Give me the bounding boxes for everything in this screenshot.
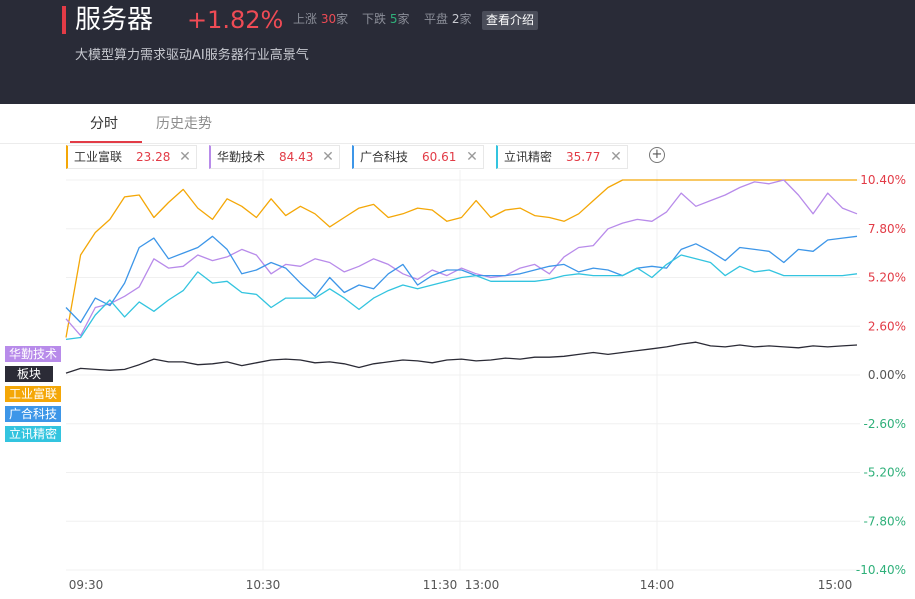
legend-sector: 板块: [5, 366, 54, 382]
y-tick-label: 7.80%: [868, 222, 906, 236]
plus-circle-icon[interactable]: +: [649, 147, 665, 163]
stock-chip-guanghe[interactable]: 广合科技 60.61 ✕: [352, 145, 484, 169]
legend-guanghe: 广合科技: [5, 406, 62, 422]
active-tab-underline: [70, 141, 142, 143]
sector-subtitle: 大模型算力需求驱动AI服务器行业高景气: [75, 48, 309, 63]
title-accent-bar: [62, 6, 66, 34]
y-tick-label: -7.80%: [864, 514, 906, 528]
x-tick-label: 11:30: [423, 578, 458, 592]
stock-chip-name: 立讯精密: [504, 150, 553, 164]
stock-chip-value: 60.61: [422, 150, 457, 164]
x-tick-label: 15:00: [818, 578, 853, 592]
view-intro-button[interactable]: 查看介绍: [482, 11, 538, 30]
series-line: [65, 254, 858, 341]
stock-chip-lixun[interactable]: 立讯精密 35.77 ✕: [496, 145, 628, 169]
y-tick-label: 2.60%: [868, 319, 906, 333]
series-line: [65, 341, 858, 374]
x-tick-label: 13:00: [465, 578, 500, 592]
stock-chip-name: 工业富联: [74, 150, 123, 164]
close-icon[interactable]: ✕: [179, 149, 191, 165]
y-tick-label: 0.00%: [868, 368, 906, 382]
x-tick-label: 14:00: [640, 578, 675, 592]
legend-huaqin: 华勤技术: [5, 346, 62, 362]
y-tick-label: -5.20%: [864, 466, 906, 480]
sector-title: 服务器: [75, 5, 154, 35]
stock-chip-gongye[interactable]: 工业富联 23.28 ✕: [66, 145, 197, 169]
sector-change: +1.82%: [187, 6, 284, 34]
tab-divider: [0, 143, 915, 144]
x-tick-label: 09:30: [69, 578, 104, 592]
series-line: [65, 179, 857, 338]
y-tick-label: 10.40%: [860, 173, 906, 187]
stock-chip-value: 84.43: [279, 150, 314, 164]
series-line: [65, 179, 858, 337]
y-tick-label: -10.40%: [856, 563, 906, 577]
header-bar: 服务器 +1.82% 上涨 30家 下跌 5家 平盘 2家 查看介绍 大模型算力…: [0, 0, 915, 104]
up-count: 上涨 30家: [293, 12, 349, 26]
y-tick-label: 5.20%: [868, 271, 906, 285]
stock-chip-name: 广合科技: [360, 150, 409, 164]
series-line: [65, 235, 858, 324]
close-icon[interactable]: ✕: [322, 149, 334, 165]
legend-gongye: 工业富联: [5, 386, 62, 402]
stock-chip-name: 华勤技术: [217, 150, 266, 164]
stock-chip-value: 23.28: [136, 150, 171, 164]
stock-chip-value: 35.77: [566, 150, 601, 164]
tab-history[interactable]: 历史走势: [156, 116, 212, 132]
close-icon[interactable]: ✕: [610, 149, 622, 165]
tab-intraday[interactable]: 分时: [90, 116, 118, 132]
legend-lixun: 立讯精密: [5, 426, 62, 442]
x-tick-label: 10:30: [246, 578, 281, 592]
down-count: 下跌 5家: [362, 12, 410, 26]
stock-chip-huaqin[interactable]: 华勤技术 84.43 ✕: [209, 145, 340, 169]
y-tick-label: -2.60%: [864, 417, 906, 431]
close-icon[interactable]: ✕: [466, 149, 478, 165]
flat-count: 平盘 2家: [424, 12, 472, 26]
